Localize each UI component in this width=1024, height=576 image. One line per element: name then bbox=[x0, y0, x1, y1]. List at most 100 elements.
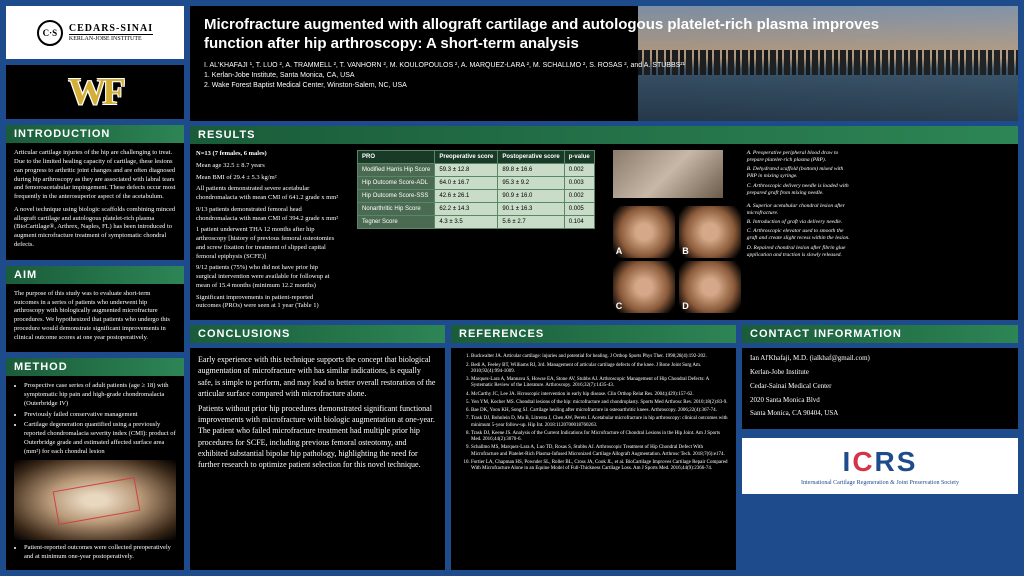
contact-heading: CONTACT INFORMATION bbox=[742, 325, 1018, 343]
contact-section: CONTACT INFORMATION Ian Al'Khafaji, M.D.… bbox=[742, 325, 1018, 570]
references-section: REFERENCES Buckwalter JA. Articular cart… bbox=[451, 325, 736, 570]
reference-item: Schallmo MS, Marquez-Lara A, Luo TD, Ros… bbox=[471, 445, 728, 458]
results-table-wrap: PROPreoperative scorePostoperative score… bbox=[351, 144, 601, 320]
results-p2: 9/13 patients demonstrated femoral head … bbox=[196, 206, 339, 224]
intro-p2: A novel technique using biologic scaffol… bbox=[14, 206, 176, 250]
results-n: N=13 (7 females, 6 males) bbox=[196, 150, 267, 157]
introduction-heading: INTRODUCTION bbox=[6, 125, 184, 143]
reference-item: Trask DJ, Keene JS. Analysis of the Curr… bbox=[471, 431, 728, 444]
method-b3: Cartilage degeneration quantified using … bbox=[24, 421, 176, 456]
affil1: 1. Kerlan-Jobe Institute, Santa Monica, … bbox=[204, 72, 1004, 79]
main-column: Microfracture augmented with allograft c… bbox=[190, 0, 1024, 576]
cedars-icon: C·S bbox=[37, 20, 63, 46]
table-cell: 90.9 ± 16.0 bbox=[498, 190, 564, 203]
intro-p1: Articular cartilage injuries of the hip … bbox=[14, 149, 176, 202]
cap-bot-d: D. Repaired chondral lesion after fibrin… bbox=[747, 245, 851, 259]
table-cell: 89.8 ± 16.6 bbox=[498, 164, 564, 177]
table-header: Postoperative score bbox=[498, 151, 564, 164]
contact-addr1: 2020 Santa Monica Blvd bbox=[750, 396, 1010, 406]
image-captions: A. Preoperative peripheral blood draw to… bbox=[747, 150, 851, 314]
results-text: N=13 (7 females, 6 males) Mean age 32.5 … bbox=[190, 144, 345, 320]
table-cell: 0.005 bbox=[564, 203, 594, 216]
reference-item: Fortier LA, Chapman HS, Pownder SL, Roll… bbox=[471, 460, 728, 473]
cap-top-a: A. Preoperative peripheral blood draw to… bbox=[747, 150, 851, 164]
lab-photo bbox=[613, 150, 723, 198]
aim-heading: AIM bbox=[6, 266, 184, 284]
results-p3: 1 patient underwent THA 12 months after … bbox=[196, 226, 339, 261]
table-header: PRO bbox=[358, 151, 435, 164]
results-bmi: Mean BMI of 29.4 ± 5.3 kg/m² bbox=[196, 174, 339, 183]
scope-c: C bbox=[613, 261, 675, 313]
poster: C·S CEDARS-SINAI KERLAN-JOBE INSTITUTE W… bbox=[0, 0, 1024, 576]
cap-top-c: C. Arthroscopic delivery needle is loade… bbox=[747, 183, 851, 197]
table-cell: 0.104 bbox=[564, 216, 594, 229]
left-column: C·S CEDARS-SINAI KERLAN-JOBE INSTITUTE W… bbox=[0, 0, 190, 576]
table-cell: 0.002 bbox=[564, 164, 594, 177]
references-list: Buckwalter JA. Articular cartilage: inju… bbox=[459, 354, 728, 472]
aim-section: AIM The purpose of this study was to eva… bbox=[6, 266, 184, 353]
table-cell: 42.6 ± 26.1 bbox=[435, 190, 498, 203]
table-row: Hip Outcome Score-SSS42.6 ± 26.190.9 ± 1… bbox=[358, 190, 595, 203]
wf-logo-box: WF bbox=[6, 65, 184, 119]
scope-a: A bbox=[613, 206, 675, 258]
conclusions-heading: CONCLUSIONS bbox=[190, 325, 445, 343]
table-cell: Hip Outcome Score-SSS bbox=[358, 190, 435, 203]
kerlan-text: KERLAN-JOBE INSTITUTE bbox=[69, 34, 153, 42]
table-cell: 62.2 ± 14.3 bbox=[435, 203, 498, 216]
table-cell: Modified Harris Hip Score bbox=[358, 164, 435, 177]
reference-item: Marquez-Lara A, Mannava S, Howse EA, Sto… bbox=[471, 377, 728, 390]
cap-bot-c: C. Arthroscopic elevator used to smooth … bbox=[747, 228, 851, 242]
contact-center: Cedar-Sainai Medical Center bbox=[750, 382, 1010, 392]
method-heading: METHOD bbox=[6, 358, 184, 376]
method-image bbox=[14, 460, 176, 540]
affil2: 2. Wake Forest Baptist Medical Center, W… bbox=[204, 82, 1004, 89]
table-header: p-value bbox=[564, 151, 594, 164]
table-cell: 4.3 ± 3.5 bbox=[435, 216, 498, 229]
references-heading: REFERENCES bbox=[451, 325, 736, 343]
icrs-logo: ICRS bbox=[750, 446, 1010, 478]
poster-title: Microfracture augmented with allograft c… bbox=[204, 16, 924, 54]
results-age: Mean age 32.5 ± 8.7 years bbox=[196, 162, 339, 171]
reference-item: Bae DK, Yoon KH, Song SJ. Cartilage heal… bbox=[471, 408, 728, 414]
table-row: Nonarthritic Hip Score62.2 ± 14.390.1 ± … bbox=[358, 203, 595, 216]
cedars-logo-box: C·S CEDARS-SINAI KERLAN-JOBE INSTITUTE bbox=[6, 6, 184, 59]
cap-top-b: B. Dehydrated scaffold (bottom) mixed wi… bbox=[747, 166, 851, 180]
table-cell: Hip Outcome Score-ADL bbox=[358, 177, 435, 190]
results-p4: 9/12 patients (75%) who did not have pri… bbox=[196, 264, 339, 290]
table-row: Tegner Score4.3 ± 3.55.6 ± 2.70.104 bbox=[358, 216, 595, 229]
reference-item: Buckwalter JA. Articular cartilage: inju… bbox=[471, 354, 728, 360]
table-cell: 95.3 ± 9.2 bbox=[498, 177, 564, 190]
results-images: A B C D A. Preoperative peripheral blood… bbox=[607, 144, 857, 320]
reference-item: McCarthy JC, Lee JA. Hcroscopic interven… bbox=[471, 392, 728, 398]
cedars-text: CEDARS-SINAI bbox=[69, 23, 153, 34]
introduction-section: INTRODUCTION Articular cartilage injurie… bbox=[6, 125, 184, 259]
concl-p1: Early experience with this technique sup… bbox=[198, 354, 437, 399]
contact-addr2: Santa Monica, CA 90404, USA bbox=[750, 409, 1010, 419]
results-table: PROPreoperative scorePostoperative score… bbox=[357, 150, 595, 229]
header: Microfracture augmented with allograft c… bbox=[190, 6, 1018, 121]
icrs-tag: International Cartilage Regeneration & J… bbox=[750, 480, 1010, 486]
aim-text: The purpose of this study was to evaluat… bbox=[14, 290, 176, 343]
table-row: Modified Harris Hip Score59.3 ± 12.889.8… bbox=[358, 164, 595, 177]
table-cell: 90.1 ± 16.3 bbox=[498, 203, 564, 216]
reference-item: Yen YM, Kocher MS. Chondral lesions of t… bbox=[471, 400, 728, 406]
table-row: Hip Outcome Score-ADL64.0 ± 16.795.3 ± 9… bbox=[358, 177, 595, 190]
cap-bot-b: B. Introduction of graft via delivery ne… bbox=[747, 219, 851, 226]
table-cell: 64.0 ± 16.7 bbox=[435, 177, 498, 190]
table-cell: Nonarthritic Hip Score bbox=[358, 203, 435, 216]
wf-logo: WF bbox=[68, 70, 121, 114]
table-cell: 59.3 ± 12.8 bbox=[435, 164, 498, 177]
results-heading: RESULTS bbox=[190, 126, 1018, 144]
contact-inst: Kerlan-Jobe Institute bbox=[750, 368, 1010, 378]
bottom-row: CONCLUSIONS Early experience with this t… bbox=[190, 325, 1018, 570]
cap-bot-a: A. Superior acetabular chondral lesion a… bbox=[747, 203, 851, 217]
results-section: RESULTS N=13 (7 females, 6 males) Mean a… bbox=[190, 126, 1018, 320]
method-b4: Patient-reported outcomes were collected… bbox=[24, 544, 176, 562]
reference-item: Bedi A, Feeley BT, Williams RJ, 3rd. Man… bbox=[471, 363, 728, 376]
table-cell: 5.6 ± 2.7 bbox=[498, 216, 564, 229]
concl-p2: Patients without prior hip procedures de… bbox=[198, 403, 437, 470]
method-b2: Previously failed conservative managemen… bbox=[24, 411, 176, 420]
table-cell: 0.002 bbox=[564, 190, 594, 203]
results-p1: All patients demonstrated severe acetabu… bbox=[196, 185, 339, 203]
scope-d: D bbox=[679, 261, 741, 313]
